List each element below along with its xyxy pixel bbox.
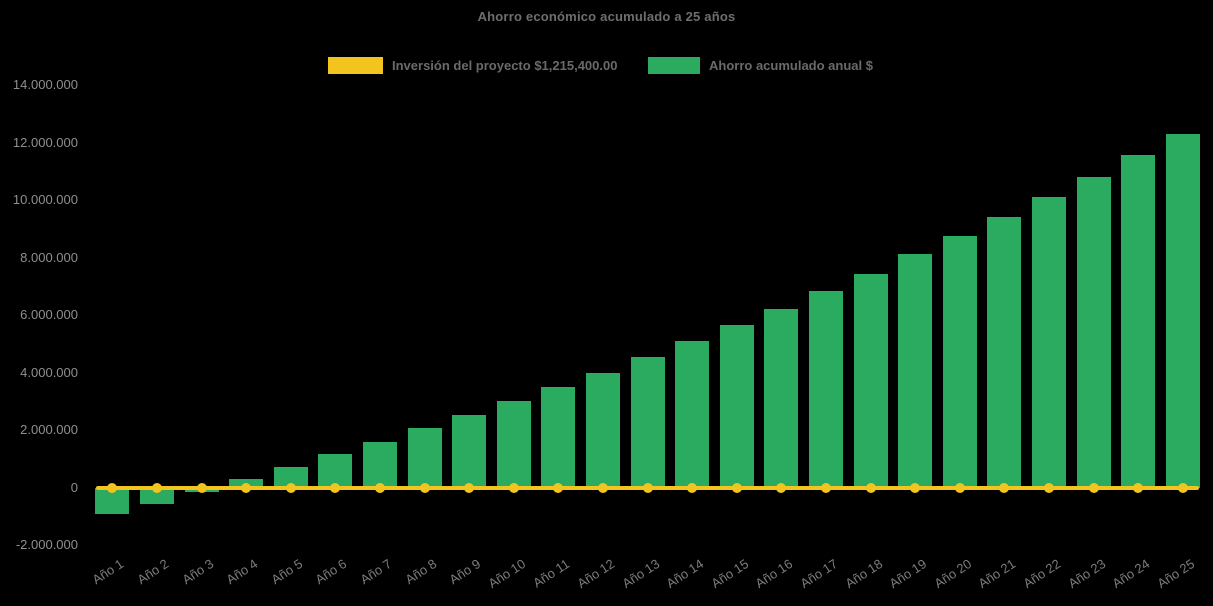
investment-line-marker-year-12 bbox=[598, 483, 608, 493]
investment-line-marker-year-16 bbox=[776, 483, 786, 493]
x-axis-label-year-14: Año 14 bbox=[663, 556, 707, 592]
x-axis-label-year-5: Año 5 bbox=[268, 556, 306, 588]
bar-year-11 bbox=[541, 387, 575, 487]
bar-year-15 bbox=[720, 325, 754, 487]
bar-year-10 bbox=[497, 401, 531, 487]
investment-line-marker-year-17 bbox=[821, 483, 831, 493]
x-axis-label-year-4: Año 4 bbox=[223, 556, 261, 588]
x-axis-label-year-24: Año 24 bbox=[1109, 556, 1153, 592]
y-axis-tick-label: 14.000.000 bbox=[12, 77, 78, 92]
investment-line-marker-year-11 bbox=[553, 483, 563, 493]
x-axis-label-year-3: Año 3 bbox=[179, 556, 217, 588]
investment-line-marker-year-22 bbox=[1044, 483, 1054, 493]
x-axis-label-year-10: Año 10 bbox=[485, 556, 529, 592]
legend-item-investment: Inversión del proyecto $1,215,400.00 bbox=[328, 56, 617, 74]
investment-line-marker-year-6 bbox=[330, 483, 340, 493]
bar-year-8 bbox=[408, 428, 442, 487]
investment-line-marker-year-2 bbox=[152, 483, 162, 493]
x-axis-label-year-12: Año 12 bbox=[574, 556, 618, 592]
x-axis-label-year-8: Año 8 bbox=[402, 556, 440, 588]
bar-year-16 bbox=[764, 309, 798, 488]
bar-year-20 bbox=[943, 236, 977, 487]
investment-line-marker-year-25 bbox=[1178, 483, 1188, 493]
x-axis-label-year-13: Año 13 bbox=[619, 556, 663, 592]
bar-year-24 bbox=[1121, 155, 1155, 488]
investment-line-marker-year-19 bbox=[910, 483, 920, 493]
investment-line-marker-year-3 bbox=[197, 483, 207, 493]
y-axis-tick-label: 10.000.000 bbox=[12, 192, 78, 207]
investment-line-marker-year-4 bbox=[241, 483, 251, 493]
bar-year-19 bbox=[898, 254, 932, 487]
y-axis-tick-label: 6.000.000 bbox=[20, 307, 78, 322]
x-axis-label-year-17: Año 17 bbox=[797, 556, 841, 592]
bar-year-18 bbox=[854, 274, 888, 488]
x-axis-label-year-1: Año 1 bbox=[89, 556, 127, 588]
investment-line-marker-year-5 bbox=[286, 483, 296, 493]
bar-year-12 bbox=[586, 373, 620, 488]
x-axis-label-year-16: Año 16 bbox=[752, 556, 796, 592]
x-axis-label-year-23: Año 23 bbox=[1065, 556, 1109, 592]
legend-label-savings: Ahorro acumulado anual $ bbox=[709, 57, 873, 73]
x-axis-label-year-7: Año 7 bbox=[357, 556, 395, 588]
bar-year-25 bbox=[1166, 134, 1200, 488]
investment-line-marker-year-23 bbox=[1089, 483, 1099, 493]
y-axis-tick-label: -2.000.000 bbox=[15, 537, 78, 552]
legend-item-savings: Ahorro acumulado anual $ bbox=[648, 56, 873, 74]
bar-year-17 bbox=[809, 291, 843, 488]
x-axis-label-year-22: Año 22 bbox=[1020, 556, 1064, 592]
bar-year-9 bbox=[452, 415, 486, 487]
x-axis-label-year-11: Año 11 bbox=[530, 556, 573, 591]
x-axis-label-year-19: Año 19 bbox=[886, 556, 930, 592]
investment-line-marker-year-9 bbox=[464, 483, 474, 493]
investment-line-marker-year-14 bbox=[687, 483, 697, 493]
investment-line-marker-year-15 bbox=[732, 483, 742, 493]
investment-line-marker-year-21 bbox=[999, 483, 1009, 493]
x-axis-label-year-18: Año 18 bbox=[842, 556, 886, 592]
x-axis-label-year-21: Año 21 bbox=[975, 556, 1019, 592]
investment-line-marker-year-1 bbox=[107, 483, 117, 493]
investment-line-marker-year-7 bbox=[375, 483, 385, 493]
investment-series-swatch bbox=[328, 56, 383, 74]
y-axis-tick-label: 0 bbox=[70, 480, 78, 495]
bar-year-21 bbox=[987, 217, 1021, 487]
investment-line-marker-year-20 bbox=[955, 483, 965, 493]
investment-line-marker-year-8 bbox=[420, 483, 430, 493]
bar-year-6 bbox=[318, 454, 352, 487]
x-axis-label-year-15: Año 15 bbox=[708, 556, 752, 592]
x-axis-label-year-6: Año 6 bbox=[312, 556, 350, 588]
investment-line-marker-year-18 bbox=[866, 483, 876, 493]
legend-label-investment: Inversión del proyecto $1,215,400.00 bbox=[392, 57, 618, 73]
investment-line-marker-year-13 bbox=[643, 483, 653, 493]
chart-title: Ahorro económico acumulado a 25 años bbox=[477, 9, 736, 24]
investment-line-marker-year-10 bbox=[509, 483, 519, 493]
x-axis-label-year-25: Año 25 bbox=[1154, 556, 1198, 592]
y-axis-tick-label: 8.000.000 bbox=[20, 250, 78, 265]
bar-year-14 bbox=[675, 341, 709, 487]
bar-year-23 bbox=[1077, 177, 1111, 488]
y-axis-tick-label: 12.000.000 bbox=[12, 135, 78, 150]
y-axis-tick-label: 2.000.000 bbox=[20, 422, 78, 437]
bar-year-22 bbox=[1032, 197, 1066, 487]
x-axis-label-year-20: Año 20 bbox=[931, 556, 975, 592]
savings-series-swatch bbox=[648, 56, 700, 74]
y-axis-tick-label: 4.000.000 bbox=[20, 365, 78, 380]
bar-year-7 bbox=[363, 442, 397, 488]
bar-year-5 bbox=[274, 467, 308, 487]
bar-year-2 bbox=[140, 488, 174, 504]
x-axis-label-year-2: Año 2 bbox=[134, 556, 172, 588]
x-axis-label-year-9: Año 9 bbox=[446, 556, 484, 588]
investment-line-marker-year-24 bbox=[1133, 483, 1143, 493]
bar-year-13 bbox=[631, 357, 665, 487]
